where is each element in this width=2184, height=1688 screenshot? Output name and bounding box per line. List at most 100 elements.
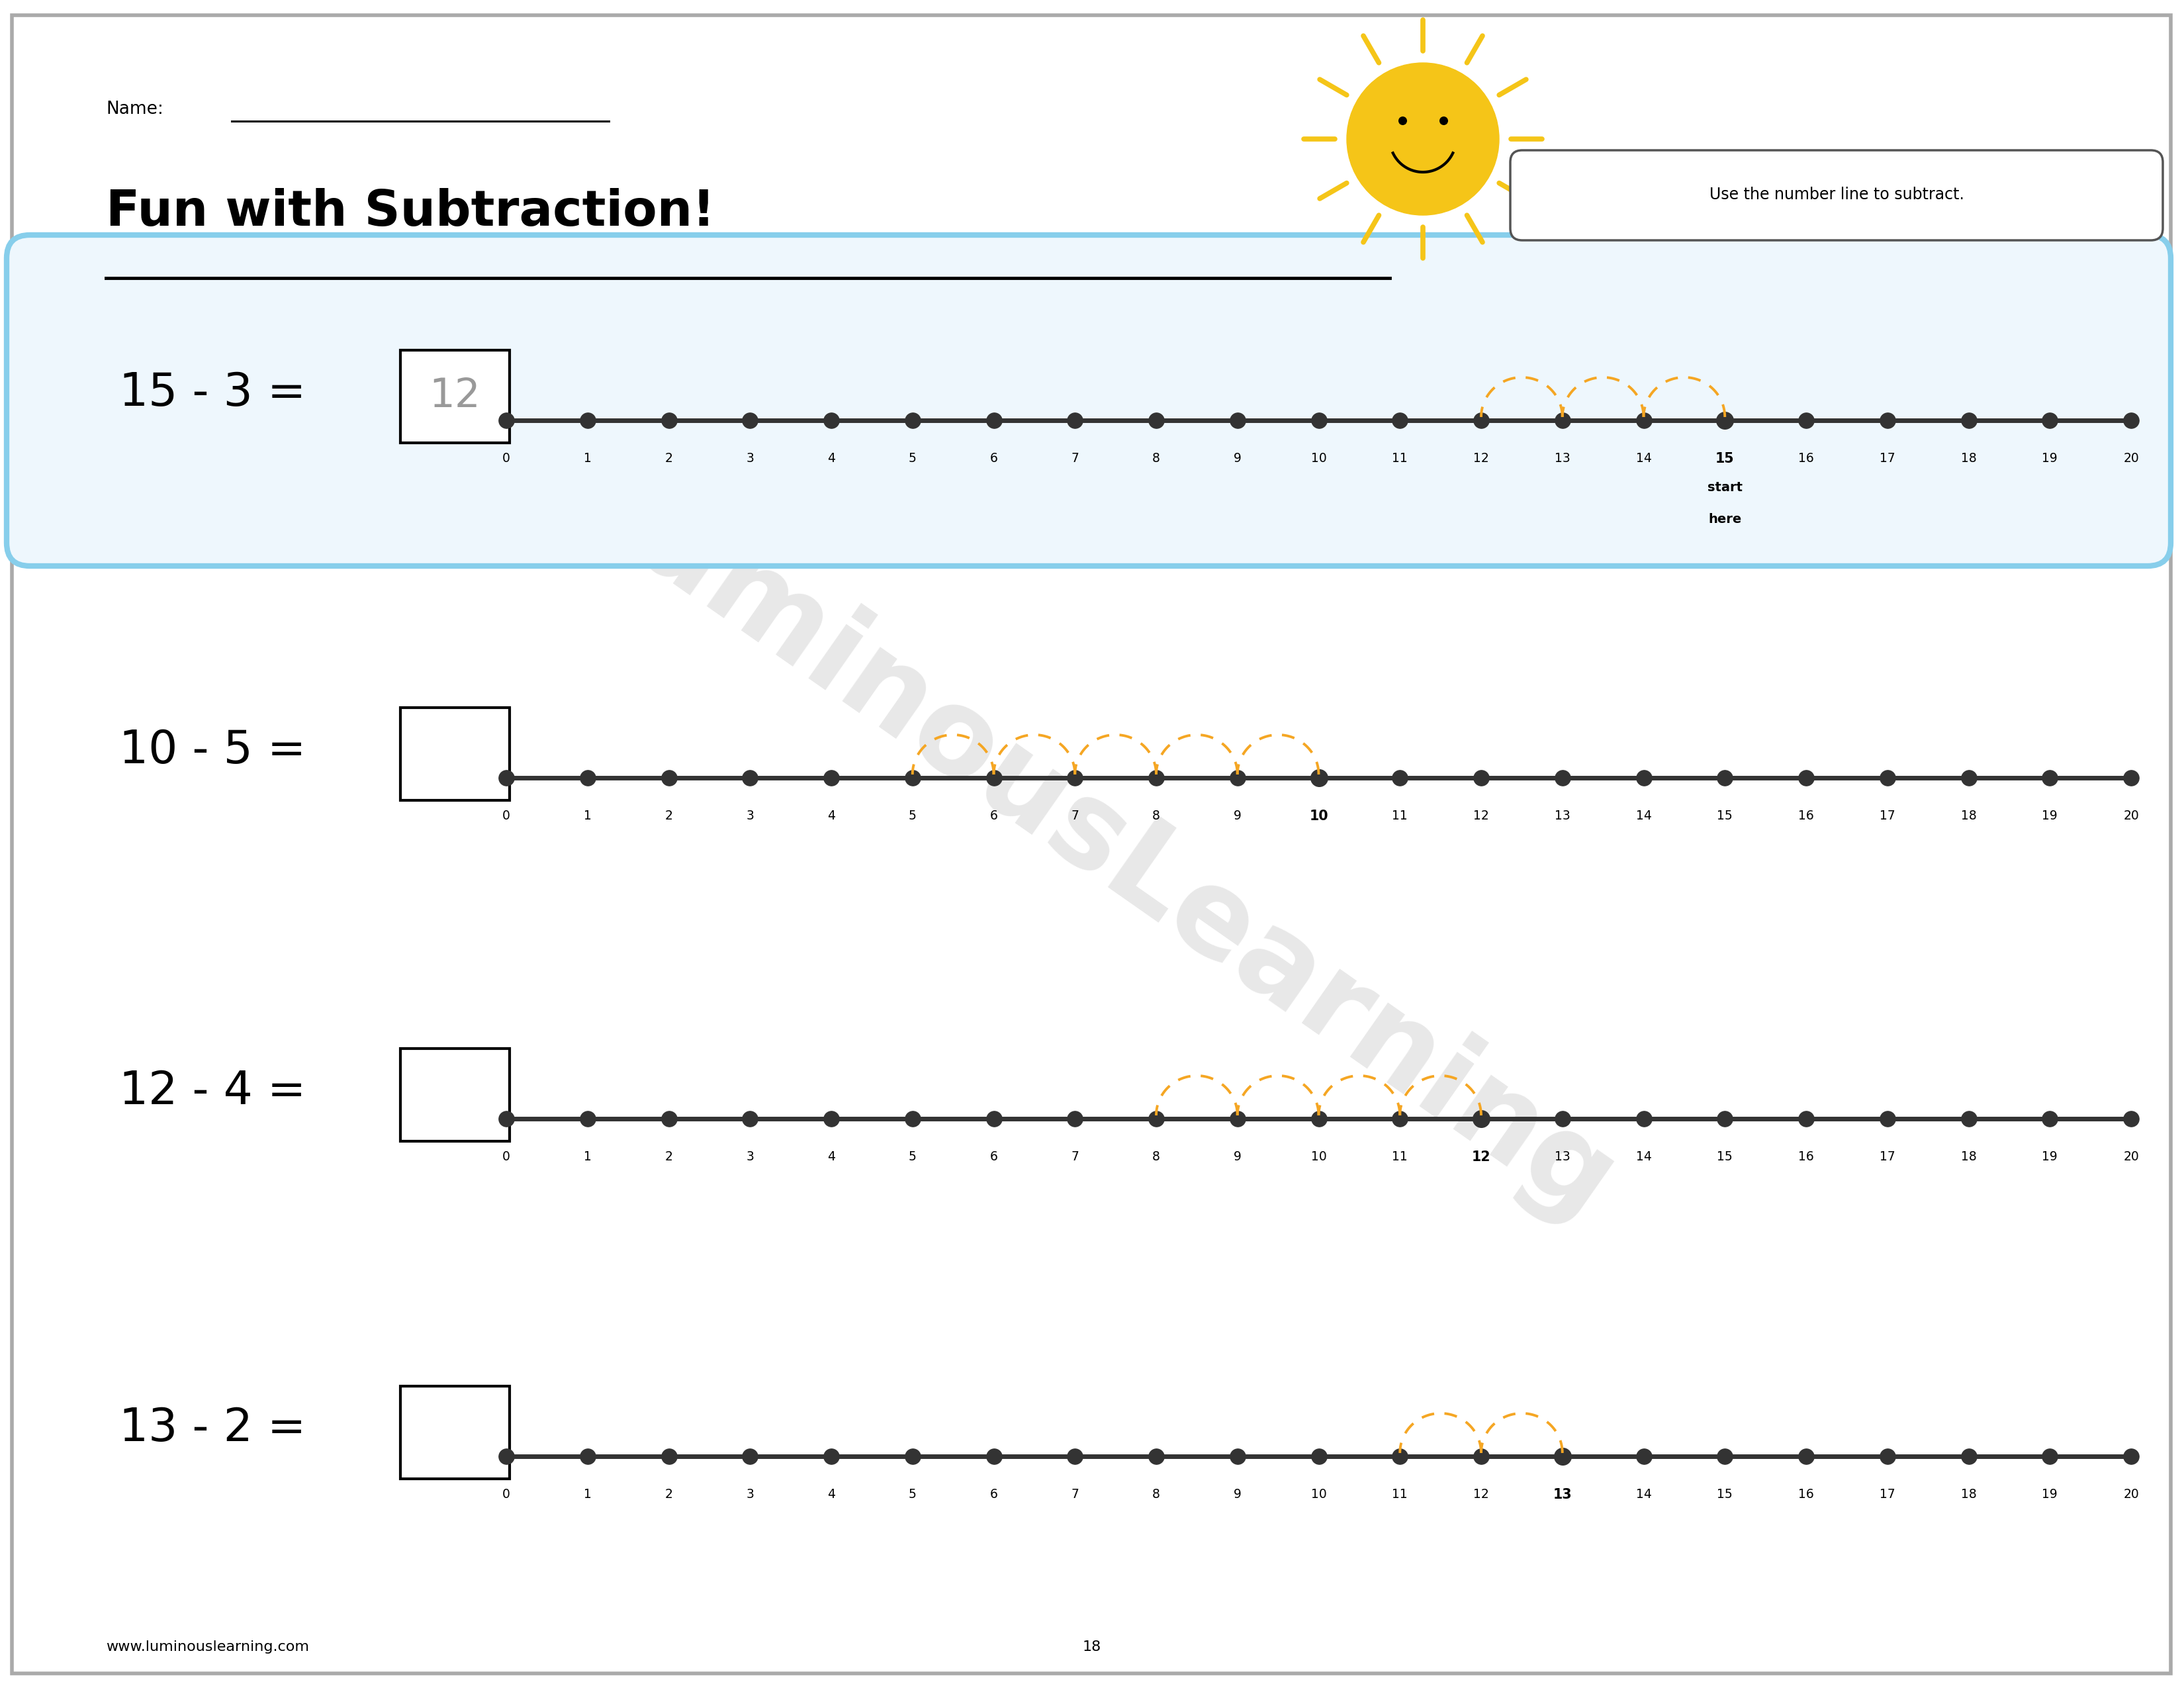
Text: 17: 17 (1880, 810, 1896, 822)
Point (1057, 407, 1092, 434)
Point (1708, 407, 1743, 434)
Point (1544, 1106, 1579, 1133)
Text: 14: 14 (1636, 1489, 1651, 1501)
Text: 3: 3 (747, 1151, 753, 1163)
Text: 4: 4 (828, 810, 834, 822)
Text: 5: 5 (909, 452, 917, 464)
Text: 19: 19 (2042, 810, 2057, 822)
Text: 11: 11 (1391, 810, 1409, 822)
Text: 11: 11 (1391, 452, 1409, 464)
Text: start: start (1708, 481, 1743, 495)
Point (1057, 1106, 1092, 1133)
Point (1627, 407, 1662, 434)
Text: 11: 11 (1391, 1489, 1409, 1501)
Point (976, 1106, 1011, 1133)
Point (732, 1106, 767, 1133)
Point (976, 1443, 1011, 1470)
Point (1870, 765, 1904, 792)
Point (651, 1106, 686, 1133)
Point (815, 407, 850, 434)
Text: 10: 10 (1308, 810, 1328, 822)
Text: www.luminouslearning.com: www.luminouslearning.com (105, 1641, 310, 1654)
Text: 5: 5 (909, 810, 917, 822)
Text: 10 - 5 =: 10 - 5 = (120, 728, 306, 771)
Text: 2: 2 (664, 1489, 673, 1501)
Text: 10: 10 (1310, 1151, 1326, 1163)
Point (1870, 1106, 1904, 1133)
Point (1302, 1106, 1337, 1133)
FancyBboxPatch shape (400, 1386, 509, 1479)
Text: 1: 1 (583, 452, 592, 464)
Point (732, 407, 767, 434)
Text: 16: 16 (1797, 810, 1815, 822)
Point (1463, 765, 1498, 792)
Text: 17: 17 (1880, 452, 1896, 464)
Text: 18: 18 (1083, 1641, 1101, 1654)
Text: 14: 14 (1636, 452, 1651, 464)
Point (570, 765, 605, 792)
Text: Fun with Subtraction!: Fun with Subtraction! (105, 187, 714, 236)
Text: 11: 11 (1391, 1151, 1409, 1163)
Text: 20: 20 (2123, 1151, 2138, 1163)
Text: 15: 15 (1717, 1489, 1732, 1501)
Text: 15: 15 (1714, 452, 1734, 466)
Point (1870, 407, 1904, 434)
Text: 18: 18 (1961, 1151, 1977, 1163)
Point (570, 407, 605, 434)
Point (570, 1443, 605, 1470)
Point (1302, 1443, 1337, 1470)
Text: 20: 20 (2123, 452, 2138, 464)
Text: 18: 18 (1961, 810, 1977, 822)
Text: 12: 12 (1472, 1151, 1492, 1163)
Point (1382, 765, 1417, 792)
Text: 9: 9 (1234, 810, 1241, 822)
Text: 7: 7 (1070, 1151, 1079, 1163)
Point (1789, 1443, 1824, 1470)
Text: 8: 8 (1153, 452, 1160, 464)
Point (1789, 407, 1824, 434)
Point (1057, 1443, 1092, 1470)
Text: LuminousLearning: LuminousLearning (550, 439, 1634, 1249)
Point (1789, 1106, 1824, 1133)
Point (1544, 407, 1579, 434)
Point (2114, 1106, 2149, 1133)
Point (1950, 1443, 1985, 1470)
Text: 4: 4 (828, 1151, 834, 1163)
Text: 6: 6 (989, 452, 998, 464)
Text: 0: 0 (502, 810, 511, 822)
Point (1138, 765, 1173, 792)
Point (1708, 1443, 1743, 1470)
Text: 19: 19 (2042, 452, 2057, 464)
Text: Name:: Name: (105, 101, 164, 118)
Point (489, 1443, 524, 1470)
Text: 13: 13 (1555, 452, 1570, 464)
Text: here: here (1708, 513, 1741, 525)
Text: 2: 2 (664, 1151, 673, 1163)
Text: 13: 13 (1555, 1151, 1570, 1163)
Text: 13: 13 (1553, 1489, 1572, 1501)
Point (1870, 1443, 1904, 1470)
Text: 15: 15 (1717, 810, 1732, 822)
Point (1627, 1106, 1662, 1133)
Point (732, 1443, 767, 1470)
Point (1138, 1443, 1173, 1470)
Point (489, 765, 524, 792)
Point (1463, 407, 1498, 434)
Text: 8: 8 (1153, 1489, 1160, 1501)
Text: 10: 10 (1310, 452, 1326, 464)
Point (1385, 106, 1420, 133)
Text: 14: 14 (1636, 1151, 1651, 1163)
Text: 19: 19 (2042, 1489, 2057, 1501)
Point (895, 765, 930, 792)
Text: 3: 3 (747, 1489, 753, 1501)
FancyBboxPatch shape (1511, 150, 2162, 240)
Text: 10: 10 (1310, 1489, 1326, 1501)
Text: 14: 14 (1636, 810, 1651, 822)
Text: 0: 0 (502, 1151, 511, 1163)
Point (1627, 765, 1662, 792)
Text: 5: 5 (909, 1151, 917, 1163)
Point (2114, 765, 2149, 792)
Text: 4: 4 (828, 1489, 834, 1501)
Text: 12: 12 (1474, 810, 1489, 822)
Point (1138, 407, 1173, 434)
